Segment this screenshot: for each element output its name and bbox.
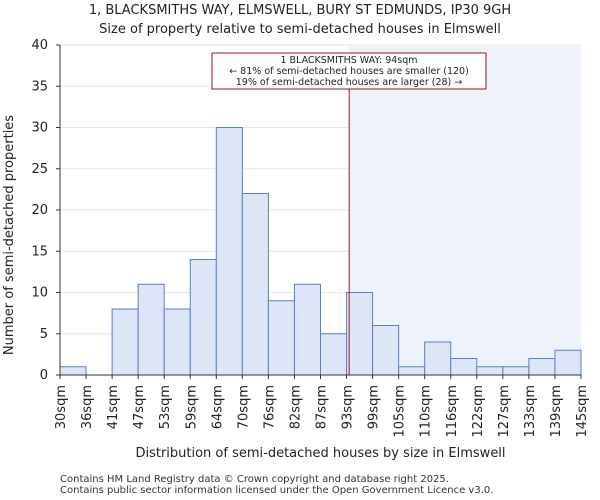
annotation-smaller: ← 81% of semi-detached houses are smalle…: [229, 66, 469, 77]
x-tick-labels: 30sqm 36sqm 41sqm 47sqm 53sqm 59sqm 64sqm 70sqm…: [54, 385, 590, 438]
x-tick-label: 110sqm: [419, 385, 434, 438]
bar: [59, 366, 87, 376]
x-tick-label: 116sqm: [445, 385, 460, 438]
x-tick-label: 139sqm: [549, 385, 564, 438]
bar: [137, 283, 165, 376]
bar: [111, 308, 139, 376]
x-tick-label: 127sqm: [497, 385, 512, 438]
x-tick-label: 30sqm: [54, 385, 69, 429]
x-tick-label: 93sqm: [341, 385, 356, 429]
y-tick-label: 25: [31, 162, 48, 177]
annotation-box: 1 BLACKSMITHS WAY: 94sqm← 81% of semi-de…: [211, 52, 487, 90]
y-tick-label: 5: [40, 327, 48, 342]
bar: [554, 349, 582, 376]
x-tick-label: 145sqm: [575, 385, 590, 438]
y-tick-label: 30: [31, 121, 48, 136]
larger-houses-region: [349, 45, 581, 375]
x-tick-label: 47sqm: [132, 385, 147, 429]
y-tick-label: 15: [31, 244, 48, 259]
bar: [372, 325, 400, 376]
x-tick-label: 53sqm: [158, 385, 173, 429]
x-tick-label: 59sqm: [184, 385, 199, 429]
x-tick-label: 87sqm: [315, 385, 330, 429]
y-tick-label: 20: [31, 203, 48, 218]
x-tick-label: 99sqm: [367, 385, 382, 429]
annotation-larger: 19% of semi-detached houses are larger (…: [236, 77, 463, 88]
x-tick-label: 70sqm: [236, 385, 251, 429]
bars: [59, 127, 582, 376]
x-tick-label: 36sqm: [80, 385, 95, 429]
bar: [450, 358, 478, 376]
bar: [267, 300, 295, 376]
bar: [293, 283, 322, 376]
x-axis-label: Distribution of semi-detached houses by …: [135, 446, 505, 461]
bar: [424, 341, 452, 376]
bar: [528, 358, 556, 376]
y-tick-label: 35: [31, 79, 48, 94]
bar: [320, 333, 348, 376]
x-tick-label: 133sqm: [523, 385, 538, 438]
bar: [346, 292, 374, 376]
y-tick-label: 40: [31, 38, 48, 53]
chart-title: 1, BLACKSMITHS WAY, ELMSWELL, BURY ST ED…: [88, 3, 512, 18]
bar: [163, 308, 191, 376]
x-tick-label: 105sqm: [393, 385, 408, 438]
x-tick-label: 41sqm: [106, 385, 121, 429]
x-tick-label: 82sqm: [288, 385, 303, 429]
axes: [56, 44, 582, 379]
bar: [502, 366, 530, 376]
chart-subtitle: Size of property relative to semi-detach…: [99, 22, 501, 37]
x-tick-label: 76sqm: [262, 385, 277, 429]
bar: [398, 366, 426, 376]
bar: [476, 366, 504, 376]
y-tick-label: 10: [31, 286, 48, 301]
x-tick-label: 64sqm: [210, 385, 225, 429]
y-tick-label: 0: [40, 368, 48, 383]
y-tick-labels: 0 5 10 15 20 25 30 35 40: [31, 38, 48, 383]
bar: [215, 127, 243, 376]
x-tick-label: 122sqm: [471, 385, 486, 438]
annotation-frame: [211, 52, 487, 90]
footer-licence: Contains public sector information licen…: [60, 485, 494, 496]
footer-copyright: Contains HM Land Registry data © Crown c…: [60, 474, 449, 485]
bar: [189, 259, 217, 376]
annotation-title: 1 BLACKSMITHS WAY: 94sqm: [280, 55, 417, 66]
y-axis-label: Number of semi-detached properties: [2, 115, 17, 355]
bar: [241, 193, 269, 376]
